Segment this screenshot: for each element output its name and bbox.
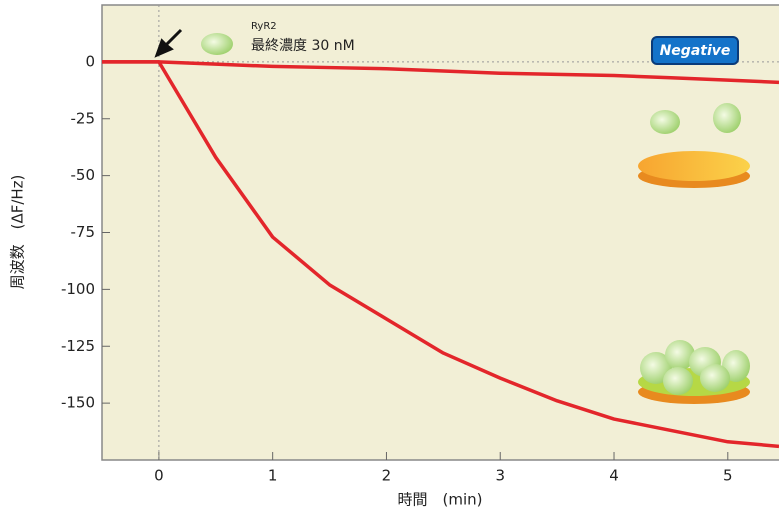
- x-tick-label: 5: [723, 467, 733, 485]
- y-tick-label: -100: [61, 280, 95, 298]
- badge: [651, 36, 739, 65]
- x-tick-label: 4: [609, 467, 619, 485]
- y-tick-label: -125: [61, 337, 95, 355]
- annotation: 最終濃度 30 nM: [251, 38, 355, 54]
- x-axis-label: 時間 (min): [398, 491, 483, 509]
- illustration: [638, 103, 750, 404]
- arrow: [154, 28, 183, 58]
- x-tick-label: 0: [154, 467, 164, 485]
- x-tick-label: 1: [268, 467, 278, 485]
- y-axis-label: 周波数 (ΔF/Hz): [9, 175, 27, 290]
- line: [102, 60, 779, 449]
- x-tick-label: 2: [382, 467, 392, 485]
- badge-text: Negative: [660, 43, 731, 59]
- y-tick-label: -75: [71, 223, 96, 241]
- y-tick-label: 0: [85, 52, 95, 70]
- y-tick-label: -150: [61, 394, 95, 412]
- y-tick-label: -50: [71, 166, 96, 184]
- annotation: RyR2: [251, 21, 277, 32]
- line: [102, 60, 779, 85]
- protein-icon: [201, 33, 233, 55]
- x-tick-label: 3: [495, 467, 505, 485]
- y-tick-label: -25: [71, 109, 96, 127]
